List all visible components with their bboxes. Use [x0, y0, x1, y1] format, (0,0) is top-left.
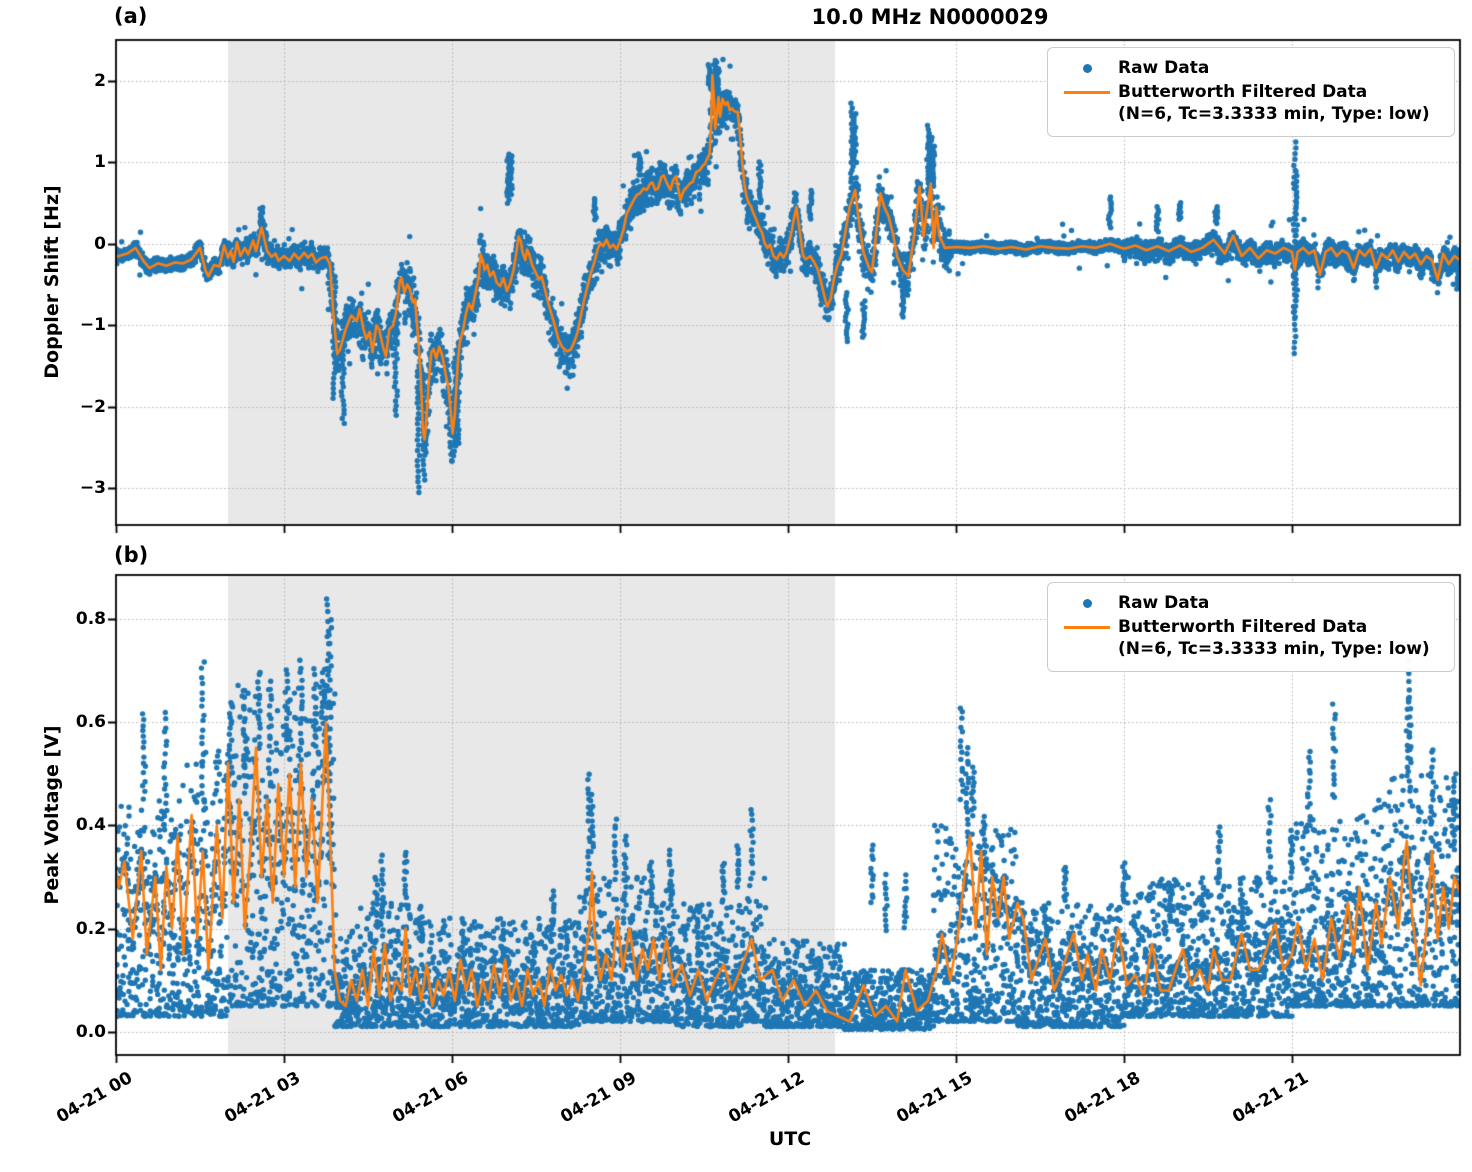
filtered-line-marker-icon	[1056, 81, 1118, 103]
legend-filtered-label-line2: (N=6, Tc=3.3333 min, Type: low)	[1118, 639, 1430, 660]
legend-panel-a: Raw Data Butterworth Filtered Data (N=6,…	[1047, 47, 1455, 138]
y-tick-label: 1	[94, 152, 106, 173]
legend-panel-b: Raw Data Butterworth Filtered Data (N=6,…	[1047, 582, 1455, 673]
y-tick-label: −3	[79, 478, 106, 499]
panel-a-label: (a)	[114, 4, 148, 28]
legend-filtered-label: Butterworth Filtered Data (N=6, Tc=3.333…	[1118, 616, 1430, 660]
legend-raw-label: Raw Data	[1118, 58, 1210, 78]
legend-filtered-label-line1: Butterworth Filtered Data	[1118, 82, 1368, 103]
y-tick-label: 0.2	[75, 918, 106, 939]
y-tick-label: 0.0	[75, 1021, 106, 1042]
legend-raw-label: Raw Data	[1118, 593, 1210, 613]
y-tick-label: −1	[79, 315, 106, 336]
legend-filtered-label-line2: (N=6, Tc=3.3333 min, Type: low)	[1118, 104, 1430, 125]
raw-data-marker-icon	[1056, 592, 1118, 614]
y-tick-label: 0	[94, 233, 106, 254]
legend-row-raw: Raw Data	[1056, 57, 1444, 79]
legend-filtered-label: Butterworth Filtered Data (N=6, Tc=3.333…	[1118, 81, 1430, 125]
panel-b-label: (b)	[114, 543, 149, 567]
legend-filtered-label-line1: Butterworth Filtered Data	[1118, 617, 1368, 638]
filtered-line-marker-icon	[1056, 616, 1118, 638]
legend-row-raw: Raw Data	[1056, 592, 1444, 614]
y-tick-label: −2	[79, 396, 106, 417]
y-axis-label-doppler: Doppler Shift [Hz]	[41, 185, 63, 379]
y-tick-label: 0.6	[75, 712, 106, 733]
y-tick-label: 0.4	[75, 815, 106, 836]
y-tick-label: 2	[94, 70, 106, 91]
legend-row-filtered: Butterworth Filtered Data (N=6, Tc=3.333…	[1056, 81, 1444, 125]
x-axis-label: UTC	[768, 1128, 812, 1150]
y-tick-label: 0.8	[75, 608, 106, 629]
chart-title: 10.0 MHz N0000029	[811, 5, 1049, 29]
legend-row-filtered: Butterworth Filtered Data (N=6, Tc=3.333…	[1056, 616, 1444, 660]
raw-data-marker-icon	[1056, 57, 1118, 79]
